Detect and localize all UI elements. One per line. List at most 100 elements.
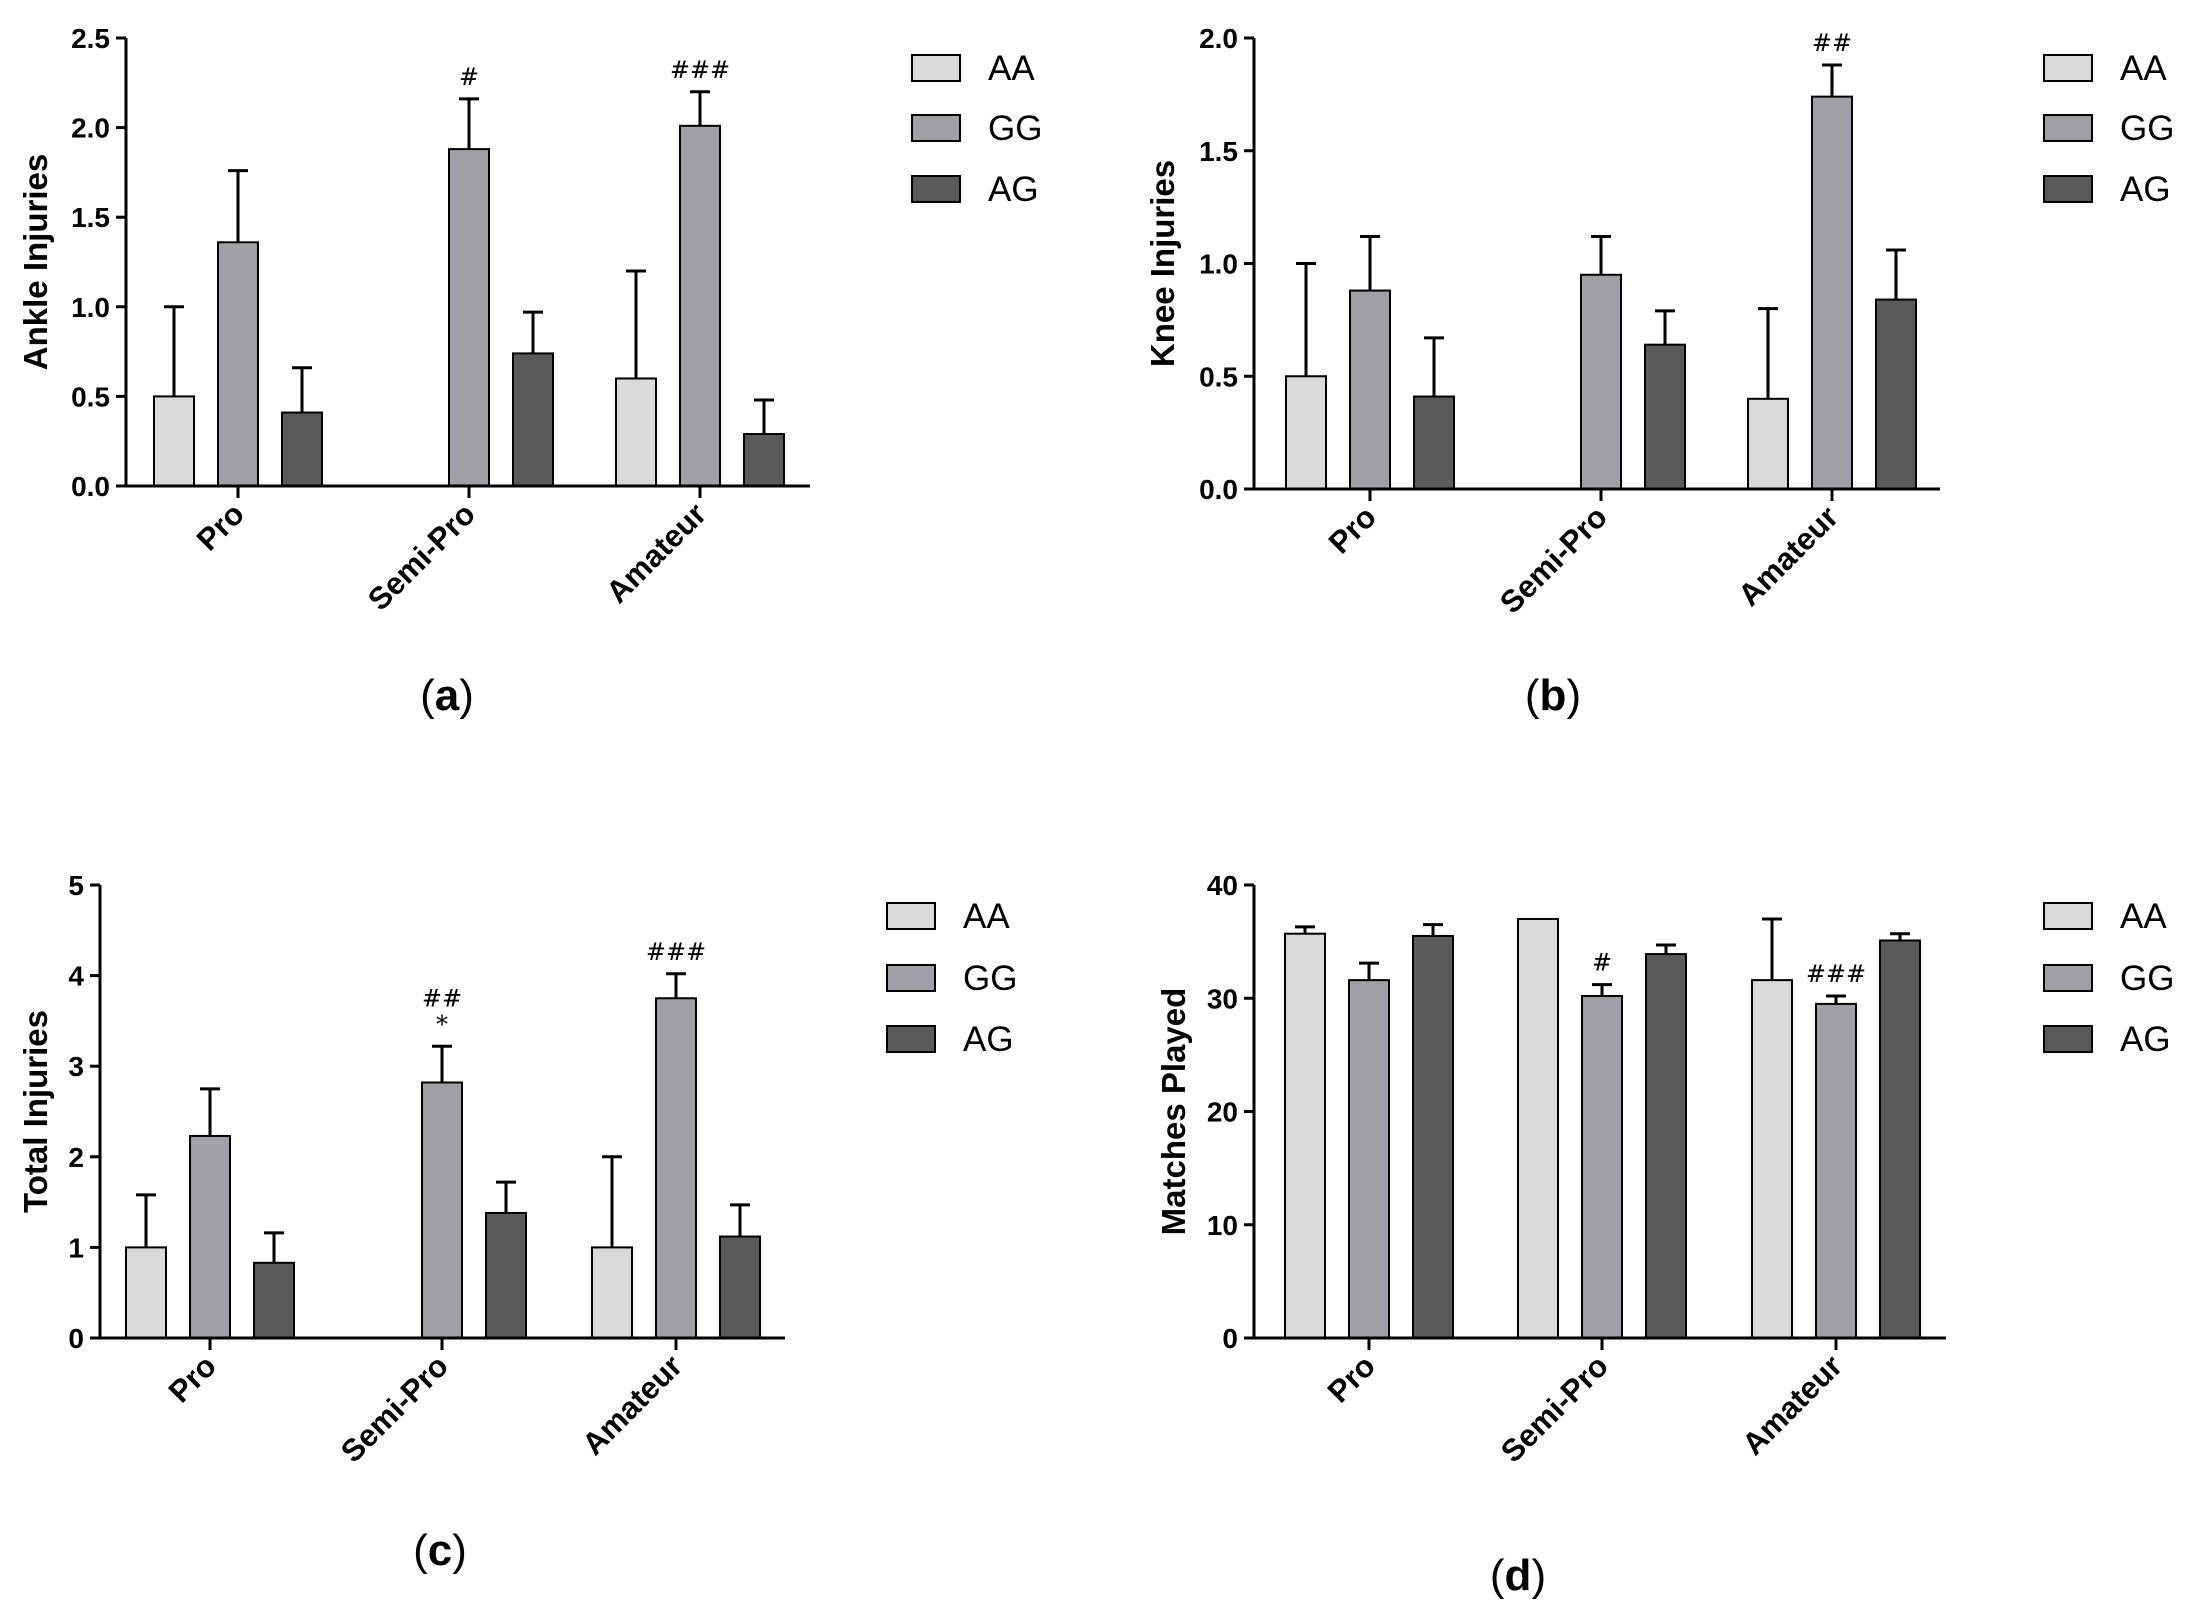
panel-label: (c) (413, 1526, 467, 1575)
bar-GG-amateur (679, 124, 721, 487)
bar-AG-semi-pro (1645, 953, 1687, 1340)
x-tick-label-semi-pro: Semi-Pro (361, 496, 482, 617)
x-tick-label-pro: Pro (190, 496, 251, 557)
significance-marker: * (436, 1010, 448, 1038)
y-tick-label: 0.0 (1199, 474, 1238, 505)
bar-AA-pro (1285, 375, 1327, 490)
significance-marker: # (459, 63, 479, 91)
y-axis-label: Total Injuries (17, 1010, 54, 1213)
x-tick-label-amateur: Amateur (1731, 499, 1845, 613)
panel-label: (b) (1525, 671, 1581, 720)
bar-GG-semi-pro (448, 148, 490, 487)
y-tick-label: 2.0 (71, 113, 110, 144)
significance-marker: ### (1806, 960, 1866, 988)
bar-AG-amateur (1879, 939, 1921, 1339)
chart-panel-b: ## 0.0 0.5 1.0 1.5 2.0 Pro Semi-Pro Amateur Knee … (1144, 23, 2174, 720)
y-tick-label: 4 (68, 961, 84, 992)
bar-AG-amateur (1875, 298, 1917, 490)
y-tick-label: 1 (68, 1232, 84, 1263)
x-tick-label-pro: Pro (162, 1348, 223, 1409)
legend-swatch-AA (886, 902, 936, 930)
legend-label-GG: GG (963, 959, 1017, 998)
bar-AA-amateur (1747, 397, 1789, 490)
significance-marker: ### (646, 938, 706, 966)
bar-AG-semi-pro (1644, 343, 1686, 490)
y-tick-label: 40 (1207, 870, 1238, 901)
y-tick-label: 0.5 (71, 381, 110, 412)
y-tick-label: 1.5 (1199, 136, 1238, 167)
legend-label-AG: AG (2120, 1020, 2171, 1059)
y-tick-label: 0 (1222, 1323, 1238, 1354)
significance-marker: # (1592, 949, 1612, 977)
legend-swatch-AA (2043, 902, 2093, 930)
legend-swatch-AG (2043, 175, 2093, 203)
chart-panel-c: ##* ### 0 1 2 3 4 5 Pro Semi-Pro Amateur Total Inju… (17, 870, 1017, 1575)
bar-AA-pro (153, 395, 195, 487)
y-tick-label: 30 (1207, 983, 1238, 1014)
significance-marker: ## (1812, 29, 1852, 57)
y-tick-label: 20 (1207, 1097, 1238, 1128)
bar-GG-amateur (655, 997, 697, 1339)
bar-GG-amateur (1811, 95, 1853, 490)
bar-AA-pro (1284, 932, 1326, 1339)
y-tick-label: 0 (68, 1323, 84, 1354)
bar-GG-amateur (1815, 1002, 1857, 1339)
bar-AG-pro (281, 411, 323, 488)
panel-label: (a) (420, 671, 474, 720)
y-tick-label: 1.5 (71, 202, 110, 233)
x-tick-label-semi-pro: Semi-Pro (334, 1348, 455, 1469)
bar-GG-pro (217, 241, 259, 487)
x-tick-label-semi-pro: Semi-Pro (1493, 499, 1614, 620)
x-tick-label-amateur: Amateur (575, 1348, 689, 1462)
x-tick-label-amateur: Amateur (599, 496, 713, 610)
y-tick-label: 2.0 (1199, 23, 1238, 54)
bar-GG-pro (189, 1134, 231, 1340)
x-tick-label-amateur: Amateur (1735, 1348, 1849, 1462)
legend-label-GG: GG (988, 109, 1042, 148)
significance-marker: ### (670, 56, 730, 84)
bar-AG-amateur (743, 433, 785, 488)
y-tick-label: 2.5 (71, 23, 110, 54)
bar-AA-amateur (591, 1246, 633, 1340)
y-tick-label: 5 (68, 870, 84, 901)
bar-AA-amateur (1751, 979, 1793, 1339)
bar-AA-pro (125, 1246, 167, 1340)
bar-AA-amateur (615, 377, 657, 488)
y-tick-label: 0.0 (71, 471, 110, 502)
bar-AG-semi-pro (512, 352, 554, 487)
legend-label-AG: AG (2120, 170, 2171, 209)
legend-label-AA: AA (2120, 897, 2167, 936)
legend-label-AA: AA (963, 897, 1010, 936)
bar-GG-semi-pro (1580, 273, 1622, 490)
bar-GG-semi-pro (1581, 994, 1623, 1339)
legend-label-AA: AA (988, 49, 1035, 88)
legend-swatch-AA (911, 54, 961, 82)
y-tick-label: 2 (68, 1142, 84, 1173)
legend-label-AG: AG (963, 1020, 1014, 1059)
legend-swatch-GG (2043, 114, 2093, 142)
legend-swatch-AA (2043, 54, 2093, 82)
x-tick-label-semi-pro: Semi-Pro (1494, 1348, 1615, 1469)
y-tick-label: 0.5 (1199, 361, 1238, 392)
legend-label-GG: GG (2120, 109, 2174, 148)
y-axis-label: Ankle Injuries (17, 154, 54, 370)
legend-swatch-GG (2043, 964, 2093, 992)
panel-label: (d) (1490, 1551, 1546, 1600)
bar-AG-pro (253, 1261, 295, 1339)
legend-label-AA: AA (2120, 49, 2167, 88)
bar-GG-semi-pro (421, 1081, 463, 1340)
x-tick-label-pro: Pro (1321, 1348, 1382, 1409)
bar-AA-semi-pro (1517, 917, 1559, 1339)
bar-AG-semi-pro (485, 1211, 527, 1340)
legend-label-AG: AG (988, 170, 1039, 209)
y-tick-label: 1.0 (71, 292, 110, 323)
legend-swatch-GG (886, 964, 936, 992)
y-tick-label: 10 (1207, 1210, 1238, 1241)
legend-label-GG: GG (2120, 959, 2174, 998)
legend-swatch-AG (911, 175, 961, 203)
legend-swatch-AG (886, 1025, 936, 1053)
legend-swatch-GG (911, 114, 961, 142)
